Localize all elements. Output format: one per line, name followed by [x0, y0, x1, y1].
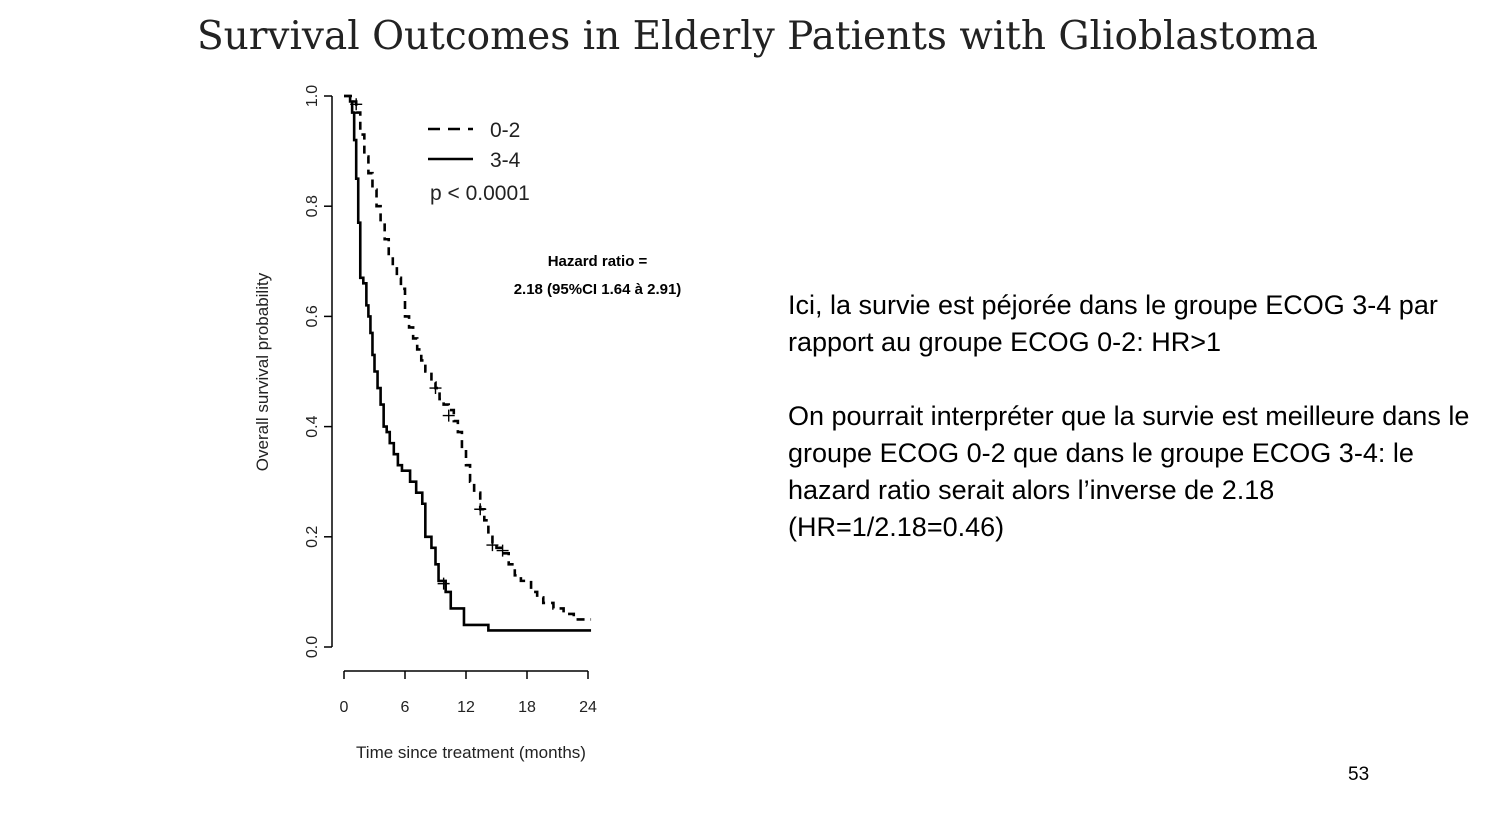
chart-axes: 0.0 0.2 0.4 0.6 0.8 1.0 Overall survival proba… — [253, 85, 597, 762]
censor-mark-0-2-2 — [442, 409, 455, 422]
page-number: 53 — [1348, 764, 1370, 785]
hazard-ratio-box: Hazard ratio = 2.18 (95%CI 1.64 à 2.91) — [470, 248, 725, 304]
legend-label-3-4: 3-4 — [490, 149, 521, 172]
y-tick-label-3: 0.6 — [304, 305, 321, 327]
kaplan-meier-chart: 0.0 0.2 0.4 0.6 0.8 1.0 Overall survival proba… — [253, 85, 597, 762]
censor-mark-3-4-0 — [437, 577, 450, 590]
chart-legend: 0-2 3-4 p < 0.0001 — [428, 119, 530, 205]
hazard-ratio-value: 2.18 (95%CI 1.64 à 2.91) — [513, 281, 682, 298]
y-axis-label: Overall survival probability — [253, 272, 272, 471]
censor-mark-0-2-4 — [486, 539, 499, 552]
x-tick-label-3: 18 — [518, 699, 536, 716]
y-tick-label-5: 1.0 — [304, 85, 321, 107]
censor-mark-0-2-1 — [429, 382, 442, 395]
survival-curves — [344, 94, 592, 632]
survival-curve-0-2 — [344, 94, 592, 621]
explanation-paragraph-2: On pourrait interpréter que la survie es… — [788, 401, 1470, 542]
x-tick-label-4: 24 — [579, 699, 597, 716]
explanation-paragraph-1: Ici, la survie est péjorée dans le group… — [788, 290, 1438, 357]
x-axis-label: Time since treatment (months) — [356, 743, 586, 762]
p-value-annotation: p < 0.0001 — [430, 182, 530, 205]
y-tick-label-4: 0.8 — [304, 195, 321, 217]
y-tick-label-1: 0.2 — [304, 526, 321, 548]
y-tick-label-2: 0.4 — [304, 415, 321, 437]
hazard-ratio-label: Hazard ratio = — [547, 253, 648, 270]
x-tick-label-1: 6 — [401, 699, 410, 716]
y-tick-label-0: 0.0 — [304, 636, 321, 658]
legend-label-0-2: 0-2 — [490, 119, 520, 142]
x-tick-label-0: 0 — [340, 699, 349, 716]
x-tick-label-2: 12 — [457, 699, 475, 716]
censor-mark-0-2-3 — [474, 503, 487, 516]
censor-mark-0-2-5 — [496, 544, 509, 557]
survival-curve-3-4 — [344, 94, 592, 632]
slide-title: Survival Outcomes in Elderly Patients wi… — [196, 14, 1319, 59]
